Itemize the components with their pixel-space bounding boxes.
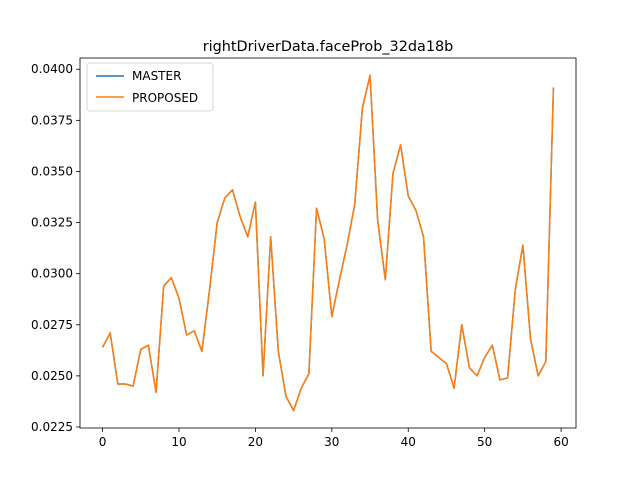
chart-title: rightDriverData.faceProb_32da18b — [203, 39, 454, 55]
x-tick-label: 60 — [553, 435, 568, 449]
y-tick-label: 0.0225 — [31, 420, 73, 434]
y-tick-label: 0.0275 — [31, 318, 73, 332]
plot-frame — [79, 57, 577, 429]
y-tick-label: 0.0350 — [31, 164, 73, 178]
y-tick-label: 0.0300 — [31, 267, 73, 281]
legend: MASTER PROPOSED — [86, 62, 214, 112]
series-layer — [101, 74, 555, 412]
x-tick-label: 10 — [171, 435, 186, 449]
legend-label-proposed: PROPOSED — [132, 91, 198, 105]
x-axis: 0 10 20 30 40 50 60 — [99, 428, 569, 449]
y-tick-label: 0.0250 — [31, 369, 73, 383]
legend-label-master: MASTER — [132, 69, 181, 83]
x-tick-label: 20 — [248, 435, 263, 449]
x-tick-label: 40 — [401, 435, 416, 449]
y-axis: 0.0225 0.0250 0.0275 0.0300 0.0325 0.0350 0.03… — [31, 62, 80, 434]
x-tick-label: 30 — [324, 435, 339, 449]
y-tick-label: 0.0325 — [31, 216, 73, 230]
series-line-proposed — [101, 74, 555, 412]
x-tick-label: 0 — [99, 435, 107, 449]
y-tick-label: 0.0375 — [31, 113, 73, 127]
legend-box — [86, 62, 214, 112]
y-tick-label: 0.0400 — [31, 62, 73, 76]
x-tick-label: 50 — [477, 435, 492, 449]
